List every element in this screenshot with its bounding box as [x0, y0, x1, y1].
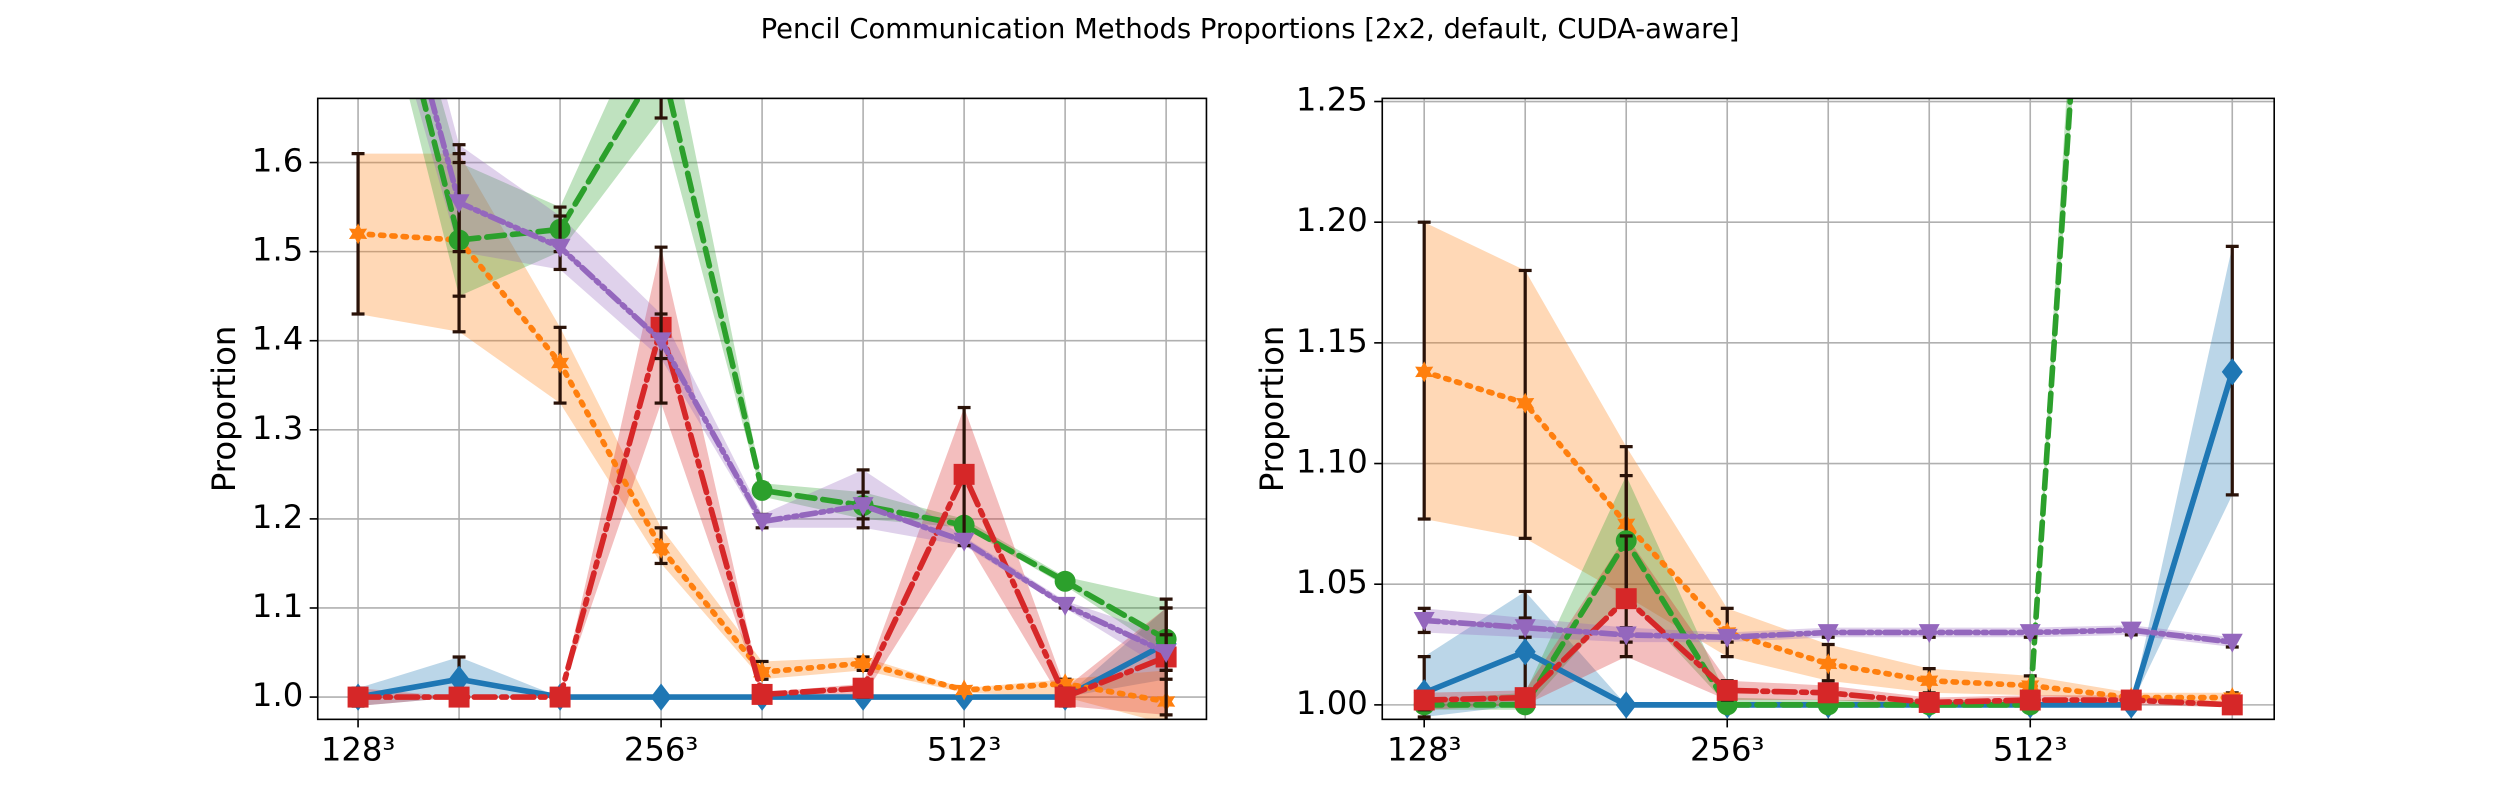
marker	[1817, 682, 1839, 704]
marker	[953, 532, 975, 552]
axes-frame	[1381, 97, 2275, 721]
figure-title: Pencil Communication Methods Proportions…	[761, 14, 1740, 45]
y-tick-label: 1.05	[1296, 563, 1368, 601]
marker	[953, 463, 975, 485]
band	[1424, 246, 2233, 717]
band	[358, 153, 1167, 720]
marker	[1056, 673, 1075, 695]
marker	[1615, 691, 1637, 719]
marker	[751, 479, 773, 501]
error-bar	[654, 98, 668, 120]
marker	[1817, 624, 1839, 643]
marker	[1413, 612, 1435, 631]
marker	[347, 686, 369, 708]
marker	[2120, 621, 2142, 641]
marker	[551, 352, 570, 374]
marker	[448, 194, 470, 214]
marker	[1514, 687, 1536, 709]
marker	[1054, 570, 1076, 592]
y-tick-label: 1.10	[1296, 443, 1368, 481]
marker	[1819, 653, 1838, 675]
marker	[1054, 686, 1076, 708]
marker	[1413, 689, 1435, 711]
marker	[2019, 624, 2041, 643]
x-tick-label: 128³	[321, 731, 395, 769]
marker	[651, 50, 672, 71]
marker	[1514, 619, 1536, 639]
y-tick-label: 1.5	[252, 231, 303, 269]
marker	[751, 683, 773, 705]
y-tick-label: 1.6	[252, 142, 303, 180]
axes: 1.00 1.05 1.10 1.15 1.20 1.25 128³ 256³ 512³ Prop…	[1253, 81, 2275, 769]
marker	[1615, 626, 1637, 646]
y-axis-label: Proportion	[1253, 326, 1291, 492]
marker	[751, 513, 773, 533]
marker	[1415, 361, 1434, 383]
marker	[549, 238, 571, 258]
x-tick-label: 256³	[1690, 731, 1764, 769]
y-tick-label: 1.0	[252, 676, 303, 714]
marker	[2221, 694, 2243, 716]
y-tick-label: 1.20	[1296, 201, 1368, 239]
marker	[448, 665, 470, 693]
axes: 1.0 1.1 1.2 1.3 1.4 1.5 1.6 128³ 256³ 512³ Proport…	[205, 50, 1208, 769]
marker	[753, 661, 772, 683]
y-tick-label: 1.2	[252, 498, 303, 536]
y-tick-label: 1.3	[252, 409, 303, 447]
marker	[2221, 358, 2243, 386]
marker	[1920, 670, 1939, 692]
axes-frame	[316, 97, 1208, 721]
marker	[955, 679, 974, 701]
marker	[549, 686, 571, 708]
y-tick-label: 1.00	[1296, 684, 1368, 722]
x-tick-label: 128³	[1387, 731, 1461, 769]
marker	[854, 652, 873, 674]
marker	[1716, 679, 1738, 701]
marker	[1716, 628, 1738, 648]
marker	[1054, 596, 1076, 616]
marker	[650, 683, 672, 711]
y-tick-label: 1.25	[1296, 81, 1368, 119]
marker	[1918, 624, 1940, 643]
y-tick-label: 1.1	[252, 587, 303, 625]
plot-area	[347, 50, 1177, 720]
marker	[1615, 588, 1637, 610]
x-tick-label: 512³	[927, 731, 1001, 769]
x-tick-label: 256³	[624, 731, 698, 769]
marker	[852, 497, 874, 517]
marker	[1516, 392, 1535, 414]
marker	[2120, 689, 2142, 711]
plot-area	[1413, 98, 2243, 719]
y-axis-label: Proportion	[205, 326, 243, 492]
x-tick-label: 512³	[1993, 731, 2067, 769]
marker	[448, 686, 470, 708]
marker	[1918, 691, 1940, 713]
marker	[852, 677, 874, 699]
marker	[1155, 644, 1177, 664]
marker	[650, 332, 672, 352]
marker	[348, 223, 368, 245]
marker	[1514, 638, 1536, 666]
y-tick-label: 1.4	[252, 320, 303, 358]
y-tick-label: 1.15	[1296, 322, 1368, 360]
marker	[2221, 633, 2243, 653]
band	[415, 98, 1167, 671]
marker	[652, 537, 671, 559]
marker	[2019, 689, 2041, 711]
